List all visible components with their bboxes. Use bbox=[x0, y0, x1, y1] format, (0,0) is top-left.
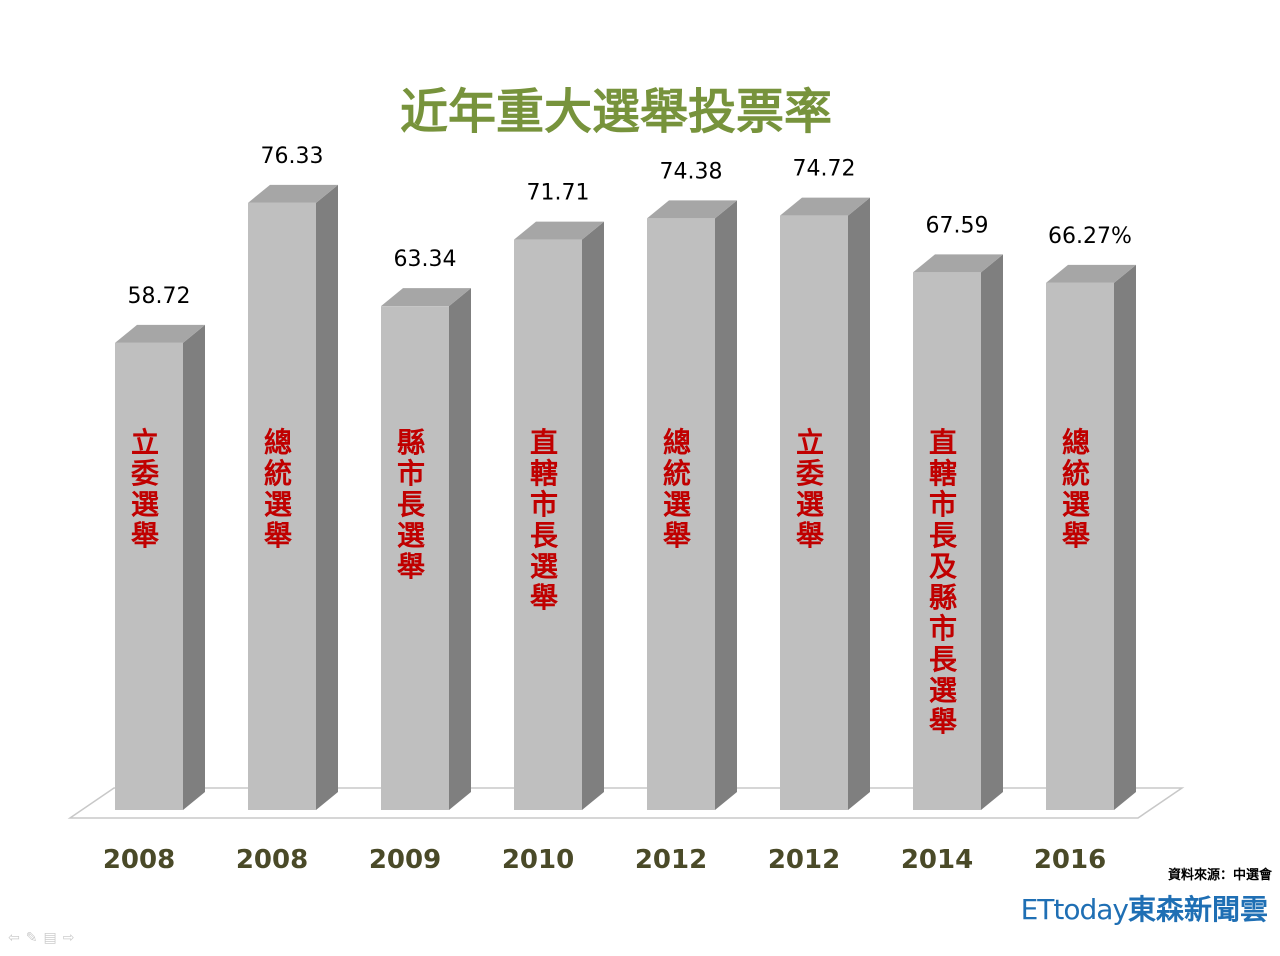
bar-label-char: 直 bbox=[530, 426, 558, 459]
arrow-right-icon[interactable]: ⇨ bbox=[62, 930, 81, 946]
bar-top bbox=[115, 324, 205, 343]
data-label: 67.59 bbox=[926, 213, 989, 238]
x-tick-label: 2008 bbox=[236, 845, 308, 875]
bar-label-char: 選 bbox=[796, 488, 824, 521]
x-tick-label: 2012 bbox=[635, 845, 707, 875]
bar-side bbox=[1114, 264, 1136, 810]
data-label: 58.72 bbox=[128, 284, 191, 309]
bar-label-char: 舉 bbox=[529, 581, 559, 614]
bar-label-char: 市 bbox=[397, 457, 425, 490]
bar-label-char: 舉 bbox=[1061, 519, 1091, 552]
bar-label-char: 選 bbox=[663, 488, 691, 521]
bar bbox=[514, 239, 582, 811]
bar-side bbox=[981, 254, 1003, 810]
bar-label-char: 舉 bbox=[130, 519, 160, 552]
x-tick-label: 2008 bbox=[103, 845, 175, 875]
bar-label-char: 立 bbox=[796, 426, 824, 459]
bar bbox=[381, 306, 449, 810]
bar-label-char: 長 bbox=[929, 643, 958, 676]
bar-side bbox=[449, 288, 471, 811]
bar-label-char: 市 bbox=[929, 612, 957, 645]
bar-label-char: 委 bbox=[795, 457, 824, 490]
bar-label-char: 縣 bbox=[397, 426, 425, 459]
brand-latin: ETtoday bbox=[1020, 893, 1129, 926]
bar-label-char: 統 bbox=[1062, 457, 1090, 490]
bar-top bbox=[913, 254, 1003, 273]
bar-label-char: 選 bbox=[929, 674, 957, 707]
bar-label-char: 舉 bbox=[928, 705, 958, 738]
bar-label-char: 舉 bbox=[795, 519, 825, 552]
bar-top bbox=[248, 184, 338, 203]
x-tick-label: 2009 bbox=[369, 845, 441, 875]
arrow-left-icon[interactable]: ⇦ bbox=[8, 930, 26, 946]
bar-label-char: 委 bbox=[130, 457, 159, 490]
bar-label-char: 轄 bbox=[929, 457, 957, 490]
data-label: 66.27% bbox=[1048, 224, 1132, 249]
bar-label-char: 市 bbox=[929, 488, 957, 521]
bar-label-char: 舉 bbox=[662, 519, 692, 552]
bar-label-char: 直 bbox=[929, 426, 957, 459]
pen-icon[interactable]: ✎ bbox=[25, 930, 44, 946]
x-tick-label: 2012 bbox=[768, 845, 840, 875]
bar-top bbox=[780, 197, 870, 216]
bar-top bbox=[514, 221, 604, 240]
chart-floor bbox=[67, 787, 1185, 819]
bar-label-char: 選 bbox=[397, 519, 425, 552]
bar-side bbox=[582, 221, 604, 811]
bar bbox=[248, 202, 316, 811]
bar-label-char: 選 bbox=[131, 488, 159, 521]
bar-side bbox=[848, 197, 870, 811]
bar-label-char: 總 bbox=[663, 426, 691, 459]
bar-label-char: 統 bbox=[663, 457, 691, 490]
data-label: 76.33 bbox=[261, 144, 324, 169]
bar-label-char: 市 bbox=[530, 488, 558, 521]
menu-icon[interactable]: ▤ bbox=[43, 930, 63, 946]
chart-title: 近年重大選舉投票率 bbox=[399, 84, 832, 140]
bar-label-char: 選 bbox=[1062, 488, 1090, 521]
bar-top bbox=[381, 288, 471, 307]
bar-label-char: 長 bbox=[397, 488, 426, 521]
bar-label-char: 立 bbox=[131, 426, 159, 459]
bar-label-char: 舉 bbox=[263, 519, 293, 552]
bar-label-char: 總 bbox=[1062, 426, 1090, 459]
bar bbox=[647, 218, 715, 810]
bar-label-char: 及 bbox=[929, 550, 957, 583]
bar-label-char: 轄 bbox=[530, 457, 558, 490]
bar-side bbox=[183, 324, 205, 810]
x-tick-label: 2014 bbox=[901, 845, 973, 875]
bar bbox=[1046, 282, 1114, 810]
bar-side bbox=[715, 200, 737, 810]
x-tick-label: 2016 bbox=[1034, 845, 1106, 875]
bar-top bbox=[1046, 264, 1136, 283]
bar-label-char: 選 bbox=[530, 550, 558, 583]
bar-label-char: 選 bbox=[264, 488, 292, 521]
data-label: 71.71 bbox=[527, 181, 590, 206]
data-label: 74.72 bbox=[793, 157, 856, 182]
bar-label-char: 長 bbox=[530, 519, 559, 552]
bar-label-char: 總 bbox=[264, 426, 292, 459]
bar-side bbox=[316, 184, 338, 811]
slide-nav: ⇦✎▤⇨ bbox=[8, 930, 80, 946]
bar bbox=[115, 342, 183, 810]
bar-label-char: 舉 bbox=[396, 550, 426, 583]
bar-label-char: 長 bbox=[929, 519, 958, 552]
data-label: 74.38 bbox=[660, 159, 723, 184]
bar-top bbox=[647, 200, 737, 219]
bar-label-char: 統 bbox=[264, 457, 292, 490]
data-label: 63.34 bbox=[394, 247, 457, 272]
brand-logo: ETtoday東森新聞雲 bbox=[1021, 888, 1268, 928]
bar bbox=[780, 215, 848, 811]
x-tick-label: 2010 bbox=[502, 845, 574, 875]
bar bbox=[913, 272, 981, 810]
brand-chinese: 東森新聞雲 bbox=[1127, 893, 1268, 926]
bar-label-char: 縣 bbox=[929, 581, 957, 614]
source-note: 資料來源：中選會 bbox=[1167, 868, 1272, 883]
